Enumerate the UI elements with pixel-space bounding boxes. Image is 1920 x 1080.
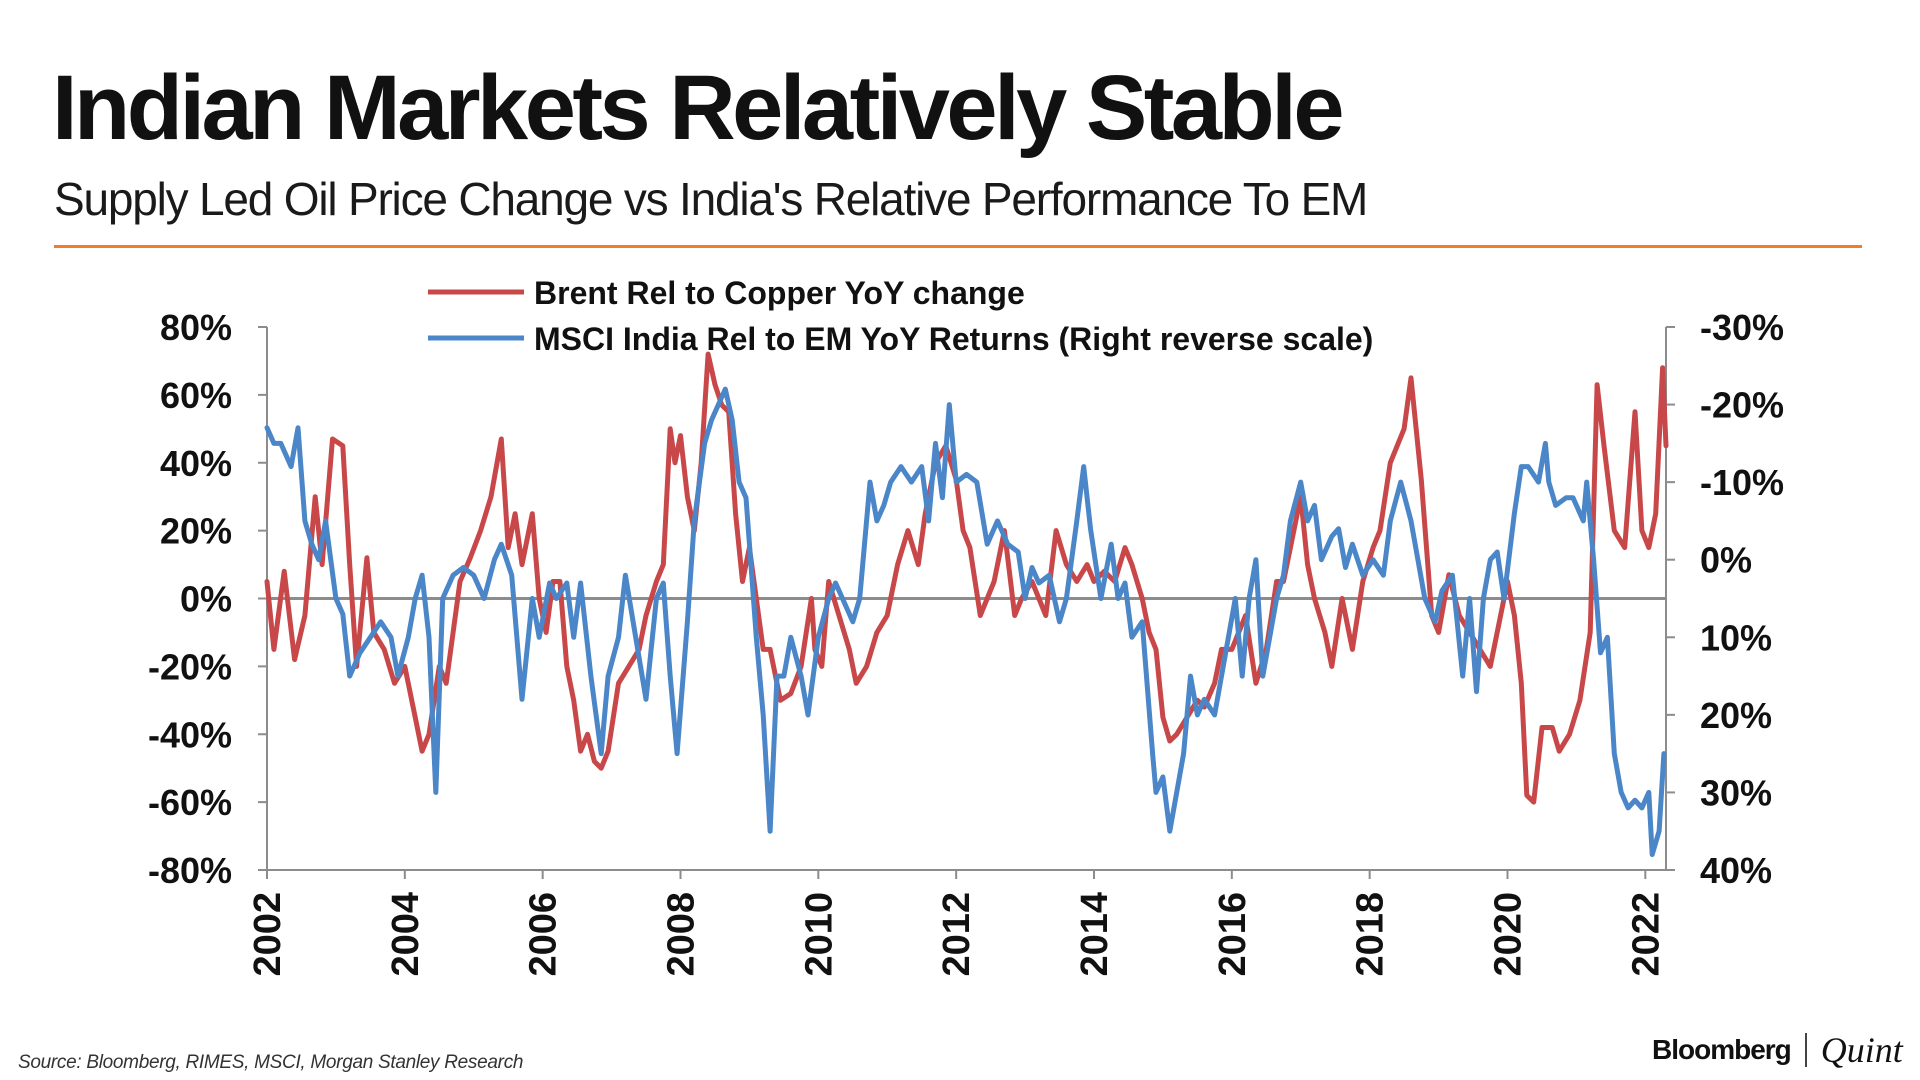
left-axis-tick-label: -80% [148, 850, 232, 891]
x-axis-tick-label: 2006 [523, 892, 565, 977]
x-axis-tick-label: 2016 [1212, 892, 1254, 977]
right-axis-tick-label: 30% [1700, 772, 1772, 813]
right-axis-tick-label: -20% [1700, 385, 1784, 426]
series-msci-line [264, 386, 1667, 857]
left-axis-tick-label: -20% [148, 646, 232, 687]
brand-separator [1804, 1033, 1807, 1067]
page-title: Indian Markets Relatively Stable [52, 57, 1344, 159]
page-subtitle: Supply Led Oil Price Change vs India's R… [54, 173, 1368, 225]
chart-legend: Brent Rel to Copper YoY change MSCI Indi… [428, 275, 1373, 357]
x-axis-tick-label: 2014 [1074, 892, 1116, 977]
brand-quint: Quint [1820, 1030, 1903, 1070]
source-note: Source: Bloomberg, RIMES, MSCI, Morgan S… [18, 1052, 524, 1073]
chart: 80% 60% 40% 20% 0% -20% -40% -60% -80% -30% -20% -1… [148, 275, 1784, 977]
title-divider [54, 245, 1862, 248]
legend-brent-label: Brent Rel to Copper YoY change [534, 275, 1025, 311]
right-axis-tick-label: 10% [1700, 617, 1772, 658]
x-axis-tick-label: 2010 [798, 892, 840, 977]
x-axis-tick-label: 2002 [247, 892, 289, 977]
left-axis-tick-label: -60% [148, 782, 232, 823]
left-axis-tick-label: 0% [180, 579, 232, 620]
x-axis-tick-label: 2004 [385, 892, 427, 977]
x-axis-tick-label: 2012 [936, 892, 978, 977]
x-axis-tick-label: 2008 [660, 892, 702, 977]
left-axis-tick-label: 40% [160, 443, 232, 484]
brand-logo: Bloomberg Quint [1652, 1030, 1903, 1070]
legend-msci-label: MSCI India Rel to EM YoY Returns (Right … [534, 321, 1373, 357]
x-axis-tick-label: 2018 [1350, 892, 1392, 977]
chart-series [264, 351, 1669, 857]
right-axis-tick-label: -30% [1700, 307, 1784, 348]
right-axis-tick-label: 20% [1700, 695, 1772, 736]
x-axis-tick-label: 2020 [1487, 892, 1529, 977]
left-axis-tick-label: -40% [148, 714, 232, 755]
right-axis-tick-label: 0% [1700, 540, 1752, 581]
right-axis-tick-label: 40% [1700, 850, 1772, 891]
brand-bloomberg: Bloomberg [1652, 1034, 1792, 1065]
right-axis-tick-label: -10% [1700, 462, 1784, 503]
x-axis-tick-label: 2022 [1625, 892, 1667, 977]
left-axis-tick-label: 80% [160, 307, 232, 348]
left-axis-tick-label: 60% [160, 375, 232, 416]
left-axis-tick-label: 20% [160, 511, 232, 552]
chart-axes: 80% 60% 40% 20% 0% -20% -40% -60% -80% -30% -20% -1… [148, 307, 1784, 977]
